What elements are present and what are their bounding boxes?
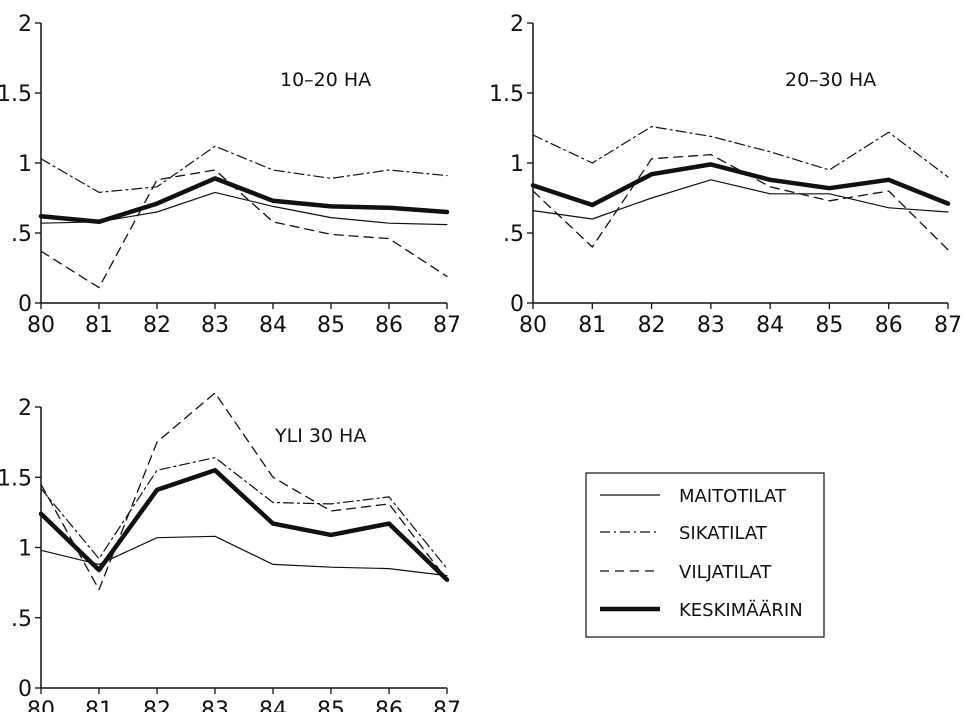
- y-tick-label: .5: [503, 222, 524, 247]
- x-tick-label: 84: [259, 698, 287, 712]
- x-tick-label: 80: [27, 313, 55, 338]
- series-line-keskimaarin: [38, 176, 450, 225]
- series-line-sikatilat: [532, 125, 949, 178]
- y-tick-label: 2: [18, 12, 32, 37]
- panel-title: 20–30 HA: [785, 69, 876, 91]
- legend-label-viljatilat: VILJATILAT: [679, 562, 772, 583]
- x-tick-label: 83: [201, 698, 229, 712]
- y-tick-label: 1.5: [0, 466, 32, 491]
- x-tick-label: 86: [375, 313, 403, 338]
- x-tick-label: 82: [143, 698, 171, 712]
- legend-box: [585, 472, 825, 638]
- series-line-sikatilat: [40, 145, 448, 193]
- y-tick-label: .5: [11, 222, 32, 247]
- legend-label-maitotilat: MAITOTILAT: [679, 486, 787, 507]
- series-line-viljatilat: [40, 169, 448, 289]
- x-tick-label: 85: [815, 313, 843, 338]
- panel-title: 10–20 HA: [280, 69, 371, 91]
- x-tick-label: 82: [143, 313, 171, 338]
- x-tick-label: 84: [756, 313, 784, 338]
- series-line-viljatilat: [40, 392, 448, 591]
- panel-20-30-ha: 0 .5 1 1.5 2 80 81 82 83 84 85 86 87 20–30 HA: [489, 12, 962, 338]
- x-tick-label: 83: [201, 313, 229, 338]
- x-tick-label: 81: [85, 698, 113, 712]
- x-tick-label: 81: [578, 313, 606, 338]
- x-tick-label: 84: [259, 313, 287, 338]
- y-tick-label: 2: [18, 396, 32, 421]
- series-line-keskimaarin: [38, 467, 450, 583]
- legend: MAITOTILAT SIKATILAT VILJATILAT KESKIMÄÄ…: [585, 472, 825, 638]
- x-tick-label: 87: [433, 698, 461, 712]
- y-tick-label: 0: [510, 292, 524, 317]
- series-line-viljatilat: [532, 153, 949, 251]
- legend-label-keskimaarin: KESKIMÄÄRIN: [679, 600, 803, 621]
- series-line-keskimaarin: [530, 162, 951, 208]
- x-tick-label: 86: [375, 698, 403, 712]
- x-tick-label: 80: [27, 698, 55, 712]
- panel-10-20-ha: 0 .5 1 1.5 2 80 81 82 83 84 85 86 87 10–20 HA: [0, 12, 461, 338]
- x-tick-label: 86: [875, 313, 903, 338]
- series-line-sikatilat: [40, 457, 448, 570]
- x-tick-label: 80: [519, 313, 547, 338]
- x-tick-label: 87: [433, 313, 461, 338]
- panel-yli-30-ha: 0 .5 1 1.5 2 80 81 82 83 84 85 86 87 YLI 30 HA: [0, 392, 461, 712]
- y-tick-label: 0: [18, 292, 32, 317]
- y-tick-label: .5: [11, 607, 32, 632]
- x-tick-label: 81: [85, 313, 113, 338]
- x-tick-label: 85: [317, 313, 345, 338]
- legend-label-sikatilat: SIKATILAT: [679, 523, 768, 544]
- x-tick-label: 87: [934, 313, 962, 338]
- y-tick-label: 1: [510, 152, 524, 177]
- y-tick-label: 1: [18, 537, 32, 562]
- y-tick-label: 1.5: [0, 82, 32, 107]
- y-tick-label: 1.5: [489, 82, 524, 107]
- y-tick-label: 1: [18, 152, 32, 177]
- x-tick-label: 82: [638, 313, 666, 338]
- y-tick-label: 2: [510, 12, 524, 37]
- x-tick-label: 85: [317, 698, 345, 712]
- series-line-maitotilat: [532, 179, 949, 220]
- panel-title: YLI 30 HA: [274, 425, 366, 447]
- y-tick-label: 0: [18, 677, 32, 702]
- x-tick-label: 83: [697, 313, 725, 338]
